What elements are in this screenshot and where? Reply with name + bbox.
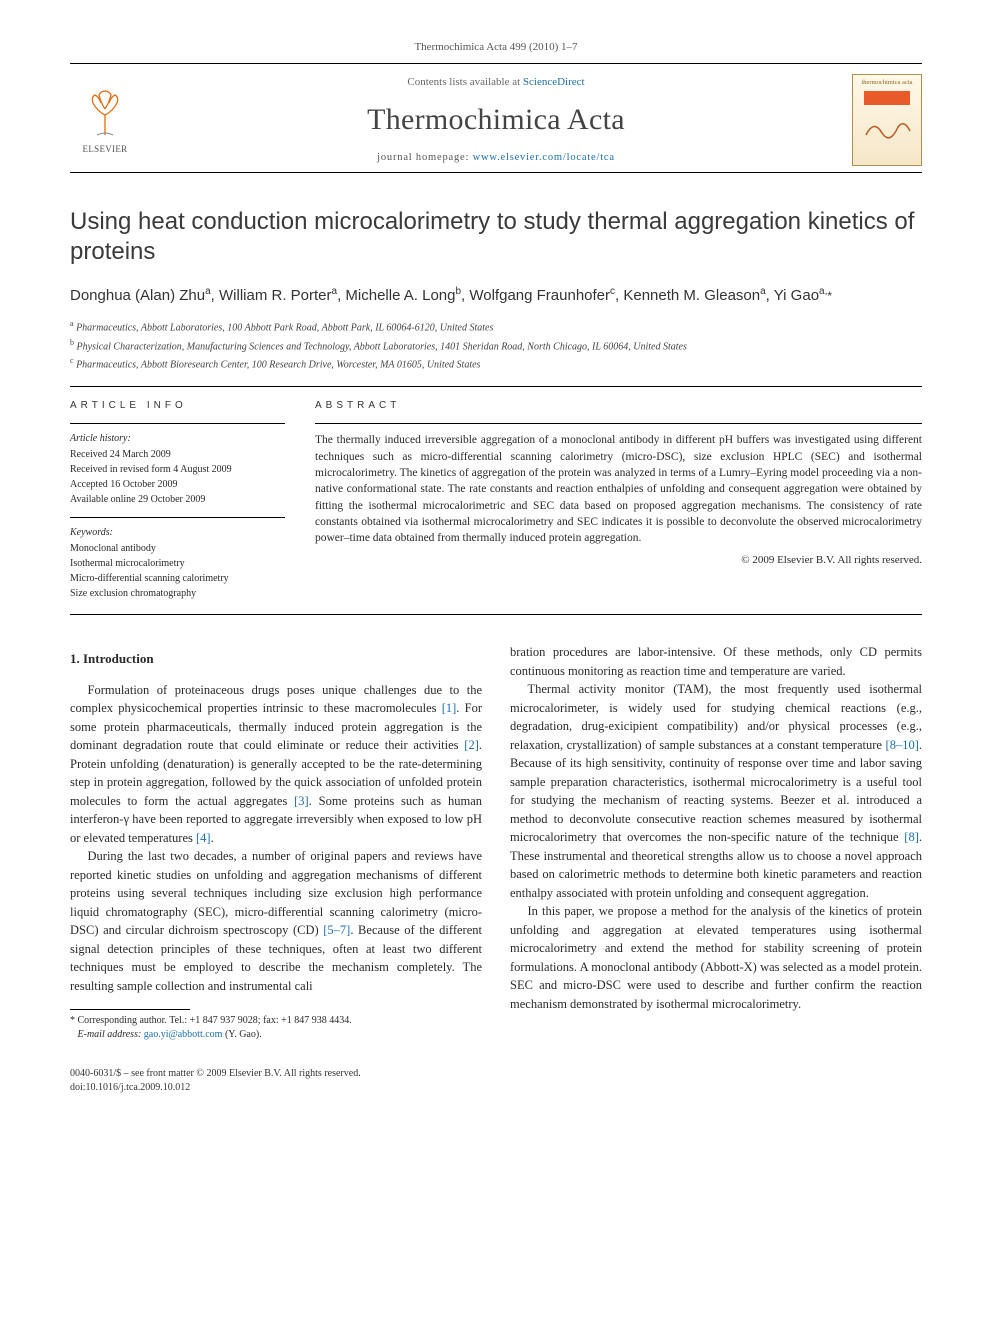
ref-link[interactable]: [1] xyxy=(442,701,457,715)
paragraph-4: In this paper, we propose a method for t… xyxy=(510,902,922,1013)
history-lines: Received 24 March 2009Received in revise… xyxy=(70,448,285,507)
affiliations: a Pharmaceutics, Abbott Laboratories, 10… xyxy=(70,318,922,372)
keyword: Monoclonal antibody xyxy=(70,542,285,556)
masthead: ELSEVIER Contents lists available at Sci… xyxy=(70,64,922,173)
paragraph-3: Thermal activity monitor (TAM), the most… xyxy=(510,680,922,902)
history-label: Article history: xyxy=(70,432,285,446)
contents-line: Contents lists available at ScienceDirec… xyxy=(150,75,842,90)
section-1-heading: 1. Introduction xyxy=(70,649,482,668)
journal-name: Thermochimica Acta xyxy=(150,99,842,141)
keyword: Size exclusion chromatography xyxy=(70,587,285,601)
publisher-logo: ELSEVIER xyxy=(70,81,140,159)
article-info-column: article info Article history: Received 2… xyxy=(70,399,285,602)
footnote-email-tail: (Y. Gao). xyxy=(222,1029,261,1040)
info-rule xyxy=(70,423,285,424)
homepage-prefix: journal homepage: xyxy=(377,152,472,163)
doi-line: doi:10.1016/j.tca.2009.10.012 xyxy=(70,1081,922,1095)
ref-link[interactable]: [5–7] xyxy=(323,923,350,937)
running-header: Thermochimica Acta 499 (2010) 1–7 xyxy=(70,40,922,55)
history-line: Available online 29 October 2009 xyxy=(70,493,285,507)
keyword: Micro-differential scanning calorimetry xyxy=(70,572,285,586)
p4b: . Because of its high sensitivity, conti… xyxy=(510,738,922,845)
p1a: Formulation of proteinaceous drugs poses… xyxy=(70,683,482,716)
affiliation: c Pharmaceutics, Abbott Bioresearch Cent… xyxy=(70,355,922,372)
author-list: Donghua (Alan) Zhua, William R. Portera,… xyxy=(70,285,922,306)
article-title: Using heat conduction microcalorimetry t… xyxy=(70,207,922,267)
footnote-rule xyxy=(70,1009,190,1010)
body-columns: 1. Introduction Formulation of proteinac… xyxy=(70,643,922,1041)
homepage-line: journal homepage: www.elsevier.com/locat… xyxy=(150,151,842,166)
copyright: © 2009 Elsevier B.V. All rights reserved… xyxy=(315,553,922,568)
sciencedirect-link[interactable]: ScienceDirect xyxy=(523,76,585,88)
keywords-rule xyxy=(70,517,285,518)
footnote-email[interactable]: gao.yi@abbott.com xyxy=(144,1029,223,1040)
paragraph-2: During the last two decades, a number of… xyxy=(70,847,482,995)
homepage-url[interactable]: www.elsevier.com/locate/tca xyxy=(473,152,615,163)
abstract-text: The thermally induced irreversible aggre… xyxy=(315,432,922,546)
abstract-column: abstract The thermally induced irreversi… xyxy=(315,399,922,602)
keywords-label: Keywords: xyxy=(70,526,285,540)
ref-link[interactable]: [3] xyxy=(294,794,309,808)
contents-prefix: Contents lists available at xyxy=(407,76,522,88)
keyword: Isothermal microcalorimetry xyxy=(70,557,285,571)
ref-link[interactable]: [8–10] xyxy=(886,738,919,752)
affiliation: a Pharmaceutics, Abbott Laboratories, 10… xyxy=(70,318,922,335)
footnote-email-label: E-mail address: xyxy=(78,1029,144,1040)
ref-link[interactable]: [8] xyxy=(904,830,919,844)
history-line: Received in revised form 4 August 2009 xyxy=(70,463,285,477)
history-line: Received 24 March 2009 xyxy=(70,448,285,462)
keywords-lines: Monoclonal antibodyIsothermal microcalor… xyxy=(70,542,285,601)
elsevier-tree-icon xyxy=(79,85,131,141)
history-line: Accepted 16 October 2009 xyxy=(70,478,285,492)
cover-thumb-band xyxy=(864,91,910,105)
p1e: . xyxy=(211,831,214,845)
ref-link[interactable]: [2] xyxy=(464,738,479,752)
cover-thumb-icon xyxy=(862,115,912,145)
footnote-marker: * xyxy=(70,1015,75,1026)
doi-block: 0040-6031/$ – see front matter © 2009 El… xyxy=(70,1067,922,1094)
footnote-line1: Corresponding author. Tel.: +1 847 937 9… xyxy=(78,1015,352,1026)
corresponding-author-footnote: * Corresponding author. Tel.: +1 847 937… xyxy=(70,1014,482,1041)
affiliation: b Physical Characterization, Manufacturi… xyxy=(70,337,922,354)
journal-cover-thumb: thermochimica acta xyxy=(852,74,922,166)
abstract-heading: abstract xyxy=(315,399,922,413)
ref-link[interactable]: [4] xyxy=(196,831,211,845)
abstract-rule xyxy=(315,423,922,424)
article-info-heading: article info xyxy=(70,399,285,413)
publisher-label: ELSEVIER xyxy=(83,143,128,156)
paragraph-1: Formulation of proteinaceous drugs poses… xyxy=(70,681,482,848)
meta-block: article info Article history: Received 2… xyxy=(70,386,922,615)
front-matter-line: 0040-6031/$ – see front matter © 2009 El… xyxy=(70,1067,922,1081)
masthead-center: Contents lists available at ScienceDirec… xyxy=(140,75,852,165)
p4a: Thermal activity monitor (TAM), the most… xyxy=(510,682,922,752)
paragraph-2-continued: bration procedures are labor-intensive. … xyxy=(510,643,922,680)
cover-thumb-label: thermochimica acta xyxy=(861,79,912,86)
